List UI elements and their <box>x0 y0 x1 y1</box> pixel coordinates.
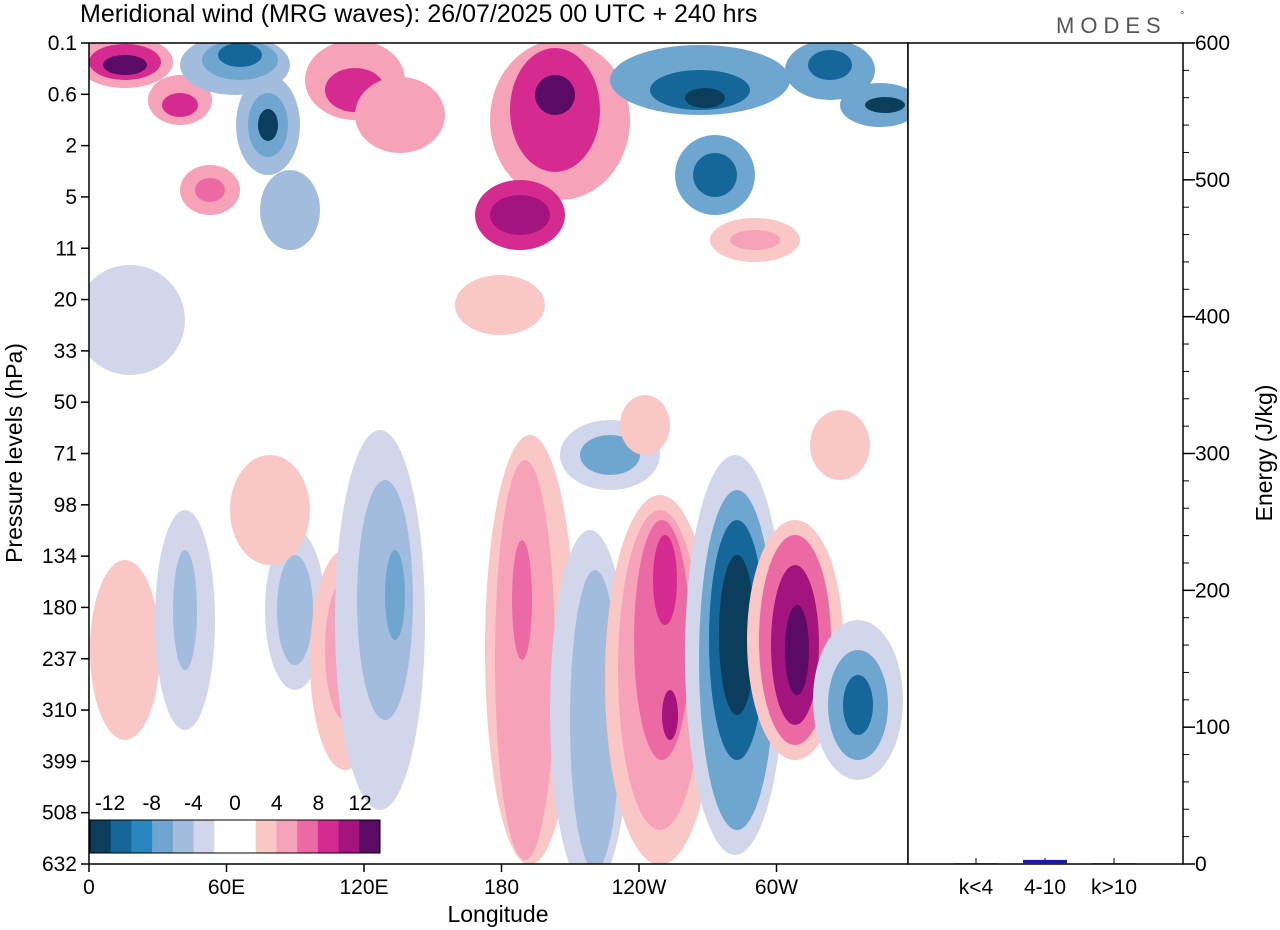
contour-blob-10 <box>475 180 565 250</box>
energy-panel: Energy (J/kg) 0 100 200 300 400 500 600 k<4 4-10… <box>907 32 1277 899</box>
pressure-tick-label: 98 <box>54 494 77 517</box>
energy-tick-label: 100 <box>1195 716 1230 739</box>
energy-bar <box>1023 859 1067 864</box>
contour-blob-7 <box>355 77 445 153</box>
contour-blob-4 <box>236 75 300 175</box>
contour-blob-20 <box>155 510 215 730</box>
contour-blob-11 <box>610 45 790 115</box>
longitude-axis-label: Longitude <box>447 901 548 927</box>
pressure-tick-label: 134 <box>42 545 77 568</box>
contour-blob-29 <box>813 620 903 780</box>
pressure-tick-label: 237 <box>42 648 77 671</box>
pressure-tick-label: 180 <box>42 596 77 619</box>
pressure-tick-label: 310 <box>42 699 77 722</box>
colorbar-swatch <box>172 820 195 853</box>
contour-blob-12 <box>675 135 755 215</box>
pressure-tick-label: 632 <box>42 853 77 876</box>
contour-blob-26 <box>605 495 715 864</box>
contour-blob-32 <box>230 455 310 565</box>
contour-blob-1 <box>89 43 173 88</box>
contour-blob-13 <box>785 43 875 100</box>
colorbar-label: -8 <box>142 792 161 815</box>
energy-bar <box>1092 863 1136 865</box>
contour-blob-16 <box>455 275 545 335</box>
colorbar-swatch <box>110 820 132 853</box>
colorbar-label: 0 <box>229 792 241 815</box>
contour-blob-9 <box>490 43 630 200</box>
colorbar-swatch <box>193 820 215 853</box>
contour-blob-19 <box>90 560 160 740</box>
longitude-tick-label: 60E <box>208 876 245 899</box>
energy-category-label: k<4 <box>959 876 994 899</box>
colorbar-label: 4 <box>271 792 283 815</box>
contour-blob-2 <box>148 75 212 125</box>
longitude-axis: Longitude 0 60E 120E 180 120W 60W <box>83 864 798 927</box>
contour-blob-21 <box>265 530 325 690</box>
pressure-tick-label: 508 <box>42 802 77 825</box>
energy-tick-label: 400 <box>1195 306 1230 329</box>
colorbar-swatch <box>276 820 298 853</box>
energy-frame <box>907 42 1184 865</box>
colorbar-label: 12 <box>348 792 371 815</box>
chart-title: Meridional wind (MRG waves): 26/07/2025 … <box>80 0 757 28</box>
pressure-tick-label: 0.6 <box>48 83 77 106</box>
energy-category-label: 4-10 <box>1024 876 1066 899</box>
colorbar-swatch <box>317 820 340 853</box>
colorbar: -12 -8 -4 0 4 8 12 <box>89 792 381 854</box>
longitude-tick-label: 60W <box>755 876 798 899</box>
pressure-tick-label: 33 <box>54 340 77 363</box>
energy-axis-label: Energy (J/kg) <box>1251 385 1277 522</box>
pressure-tick-label: 11 <box>55 237 77 260</box>
contour-blob-23 <box>335 430 425 810</box>
colorbar-swatch <box>235 820 257 853</box>
colorbar-swatch <box>338 820 360 853</box>
contour-blob-5 <box>260 170 320 250</box>
pressure-tick-label: 0.1 <box>48 32 77 55</box>
energy-category-label: k>10 <box>1091 876 1137 899</box>
colorbar-swatch <box>90 820 112 853</box>
contour-blob-31 <box>620 395 670 455</box>
colorbar-label: -4 <box>184 792 203 815</box>
energy-tick-label: 0 <box>1195 853 1207 876</box>
contour-field <box>89 43 908 864</box>
contour-blob-14 <box>840 83 908 127</box>
colorbar-swatch <box>214 820 236 853</box>
colorbar-frame <box>89 819 381 854</box>
colorbar-swatch <box>359 820 381 853</box>
contour-blob-30 <box>810 410 870 480</box>
longitude-tick-label: 120W <box>612 876 667 899</box>
pressure-tick-label: 2 <box>65 135 77 158</box>
pressure-axis: Pressure levels (hPa) 0.1 0.6 2 5 11 20 33 50 71… <box>1 32 89 876</box>
colorbar-swatch <box>152 820 174 853</box>
longitude-tick-label: 120E <box>339 876 388 899</box>
energy-tick-label: 200 <box>1195 579 1230 602</box>
colorbar-swatch <box>255 820 277 853</box>
colorbar-swatch <box>297 820 319 853</box>
energy-tick-label: 500 <box>1195 169 1230 192</box>
brand-logo: MODES <box>1056 13 1167 38</box>
colorbar-label: 8 <box>312 792 324 815</box>
pressure-tick-label: 50 <box>54 391 77 414</box>
colorbar-label: -12 <box>95 792 125 815</box>
brand-mark: ° <box>1180 10 1184 22</box>
pressure-tick-label: 5 <box>65 186 77 209</box>
pressure-tick-label: 71 <box>54 443 77 466</box>
contour-blob-8 <box>180 165 240 215</box>
heatmap-panel <box>88 42 909 865</box>
contour-blob-17 <box>89 265 185 375</box>
energy-tick-label: 300 <box>1195 443 1230 466</box>
energy-tick-label: 600 <box>1195 32 1230 55</box>
longitude-tick-label: 180 <box>484 876 519 899</box>
pressure-axis-label: Pressure levels (hPa) <box>1 343 27 563</box>
colorbar-swatch <box>131 820 153 853</box>
pressure-tick-label: 399 <box>42 750 77 773</box>
pressure-tick-label: 20 <box>54 289 77 312</box>
energy-bar <box>954 863 998 865</box>
longitude-tick-label: 0 <box>83 876 95 899</box>
contour-blob-15 <box>710 218 800 262</box>
